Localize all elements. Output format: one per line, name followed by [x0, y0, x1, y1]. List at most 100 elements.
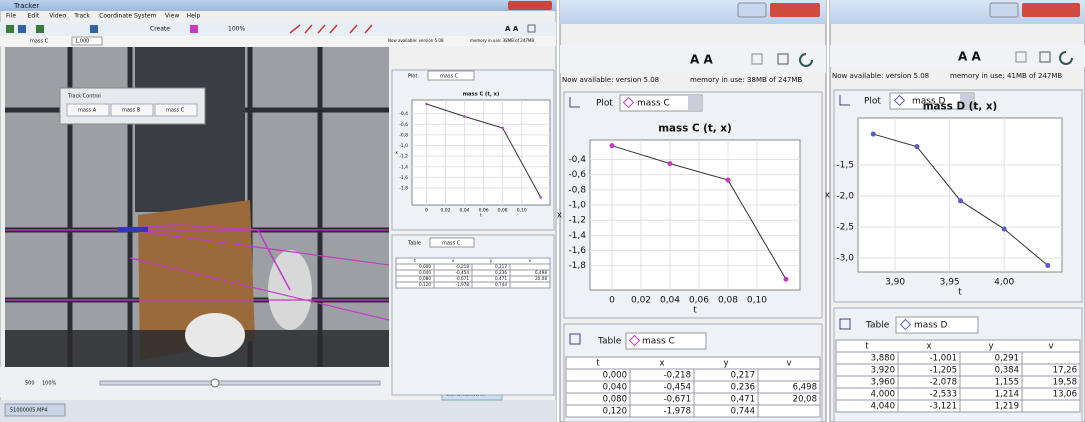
dropdown[interactable] [688, 96, 701, 110]
x-tick-label: 0,10 [517, 207, 527, 213]
y-tick-label: -1,4 [568, 231, 586, 241]
data-point [871, 132, 876, 137]
table-track[interactable]: mass D [914, 321, 948, 331]
column-header: y [723, 359, 728, 369]
tool-icon[interactable] [36, 25, 44, 33]
menu-item[interactable]: File [6, 13, 16, 20]
menu-item[interactable]: View [165, 13, 179, 20]
plot-tab[interactable]: Plot [864, 97, 881, 107]
x-tick-label: 0,04 [660, 295, 680, 305]
table-track[interactable]: mass C [442, 241, 461, 247]
screenshot: Tracker Create 100% A A mass C 1,000 Now… [0, 0, 1085, 422]
cell: 4,040 [871, 402, 895, 412]
x-axis-label: t [480, 212, 482, 218]
cell: 3,960 [871, 378, 895, 388]
font-size-icons[interactable]: A A [690, 53, 713, 67]
font-size-icons[interactable]: A A [505, 25, 519, 33]
menu-item[interactable]: Edit [28, 13, 40, 20]
title-bar [0, 0, 556, 11]
menu-item[interactable]: Track [73, 13, 90, 20]
cell: 6,498 [535, 270, 547, 275]
cell: 13,06 [1053, 390, 1077, 400]
plot-track[interactable]: mass C [440, 74, 459, 80]
tool-icon[interactable] [18, 25, 26, 33]
y-axis-label: x [557, 211, 563, 221]
cell: -0,671 [456, 276, 470, 281]
cell: 0,120 [419, 282, 431, 287]
mass-label: mass C [30, 39, 49, 45]
create-button[interactable]: Create [150, 26, 170, 33]
y-tick-label: -1,2 [399, 154, 408, 160]
cell: 0,040 [419, 270, 431, 275]
cell: 17,26 [1053, 366, 1077, 376]
cell: 6,498 [793, 383, 817, 393]
cell: -0,218 [456, 264, 470, 269]
pillar [135, 47, 245, 212]
cell: 20,08 [793, 395, 817, 405]
close-button[interactable] [1022, 3, 1080, 17]
cell: -1,978 [456, 282, 470, 287]
cell: 4,000 [871, 390, 895, 400]
slider[interactable] [100, 381, 380, 385]
mass-value[interactable]: 1,000 [75, 39, 89, 45]
cell: -0,454 [456, 270, 470, 275]
y-tick-label: -2,0 [836, 191, 854, 201]
plot-area [858, 118, 1062, 272]
slider-thumb[interactable] [211, 379, 219, 387]
minimize-button[interactable] [738, 3, 766, 17]
video-file[interactable]: 51000005.MP4 [10, 408, 48, 414]
tool-icon[interactable] [190, 25, 198, 33]
table-tab[interactable]: Table [865, 321, 890, 331]
update-notice[interactable]: Now available: version 5.08 [388, 38, 444, 43]
chart-title: mass C (t, x) [658, 122, 731, 134]
data-point [914, 144, 919, 149]
y-tick-label: -1,2 [568, 216, 586, 226]
table-tab[interactable]: Table [407, 241, 421, 247]
cell: 0,217 [731, 371, 755, 381]
x-tick-label: 0,08 [498, 207, 508, 213]
cell: 0,120 [603, 407, 627, 417]
table-track[interactable]: mass C [642, 337, 675, 347]
memory-info: memory in use: 38MB of 247MB [470, 38, 534, 43]
track-name[interactable]: mass A [78, 108, 97, 114]
window-title: Tracker [13, 2, 39, 10]
y-tick-label: -1,8 [399, 186, 408, 192]
y-tick-label: -0,8 [568, 185, 586, 195]
column-header: v [786, 359, 791, 369]
cell: -0,454 [664, 383, 691, 393]
x-tick-label: 0,02 [631, 295, 651, 305]
plot-tab[interactable]: Plot [408, 74, 417, 80]
plot-track[interactable]: mass C [637, 99, 670, 109]
minimize-button[interactable] [990, 3, 1018, 17]
cell: 0,471 [495, 276, 507, 281]
y-tick-label: -1,0 [399, 143, 408, 149]
y-tick-label: -0,8 [399, 132, 408, 138]
window-controls[interactable] [508, 1, 552, 10]
data-point [958, 198, 963, 203]
track-name[interactable]: mass C [166, 108, 185, 114]
menu-item[interactable]: Coordinate System [99, 13, 156, 20]
zoom-button[interactable]: 100% [228, 26, 245, 33]
track-name[interactable]: mass B [122, 108, 141, 114]
rate-field[interactable]: 100% [42, 381, 57, 387]
tracker-window: Tracker Create 100% A A mass C 1,000 Now… [0, 0, 556, 422]
update-notice[interactable]: Now available: version 5.08 [832, 72, 929, 80]
font-size-icons[interactable]: A A [958, 50, 981, 64]
toolbar [0, 22, 556, 36]
menu-item[interactable]: Video [49, 13, 66, 20]
close-button[interactable] [770, 3, 820, 17]
column-header: v [1048, 342, 1053, 352]
data-point [1002, 227, 1007, 232]
update-notice[interactable]: Now available: version 5.08 [562, 76, 659, 84]
plot-area [590, 140, 800, 290]
plot-tab[interactable]: Plot [596, 99, 613, 109]
table-tab[interactable]: Table [597, 337, 622, 347]
cell: 0,080 [603, 395, 627, 405]
cell: 0,744 [731, 407, 755, 417]
tool-icon[interactable] [6, 25, 14, 33]
x-tick-label: 0,10 [747, 295, 767, 305]
menu-item[interactable]: Help [187, 13, 201, 20]
cell: 0,236 [731, 383, 755, 393]
tool-icon[interactable] [90, 25, 98, 33]
cell: 0,000 [419, 264, 431, 269]
